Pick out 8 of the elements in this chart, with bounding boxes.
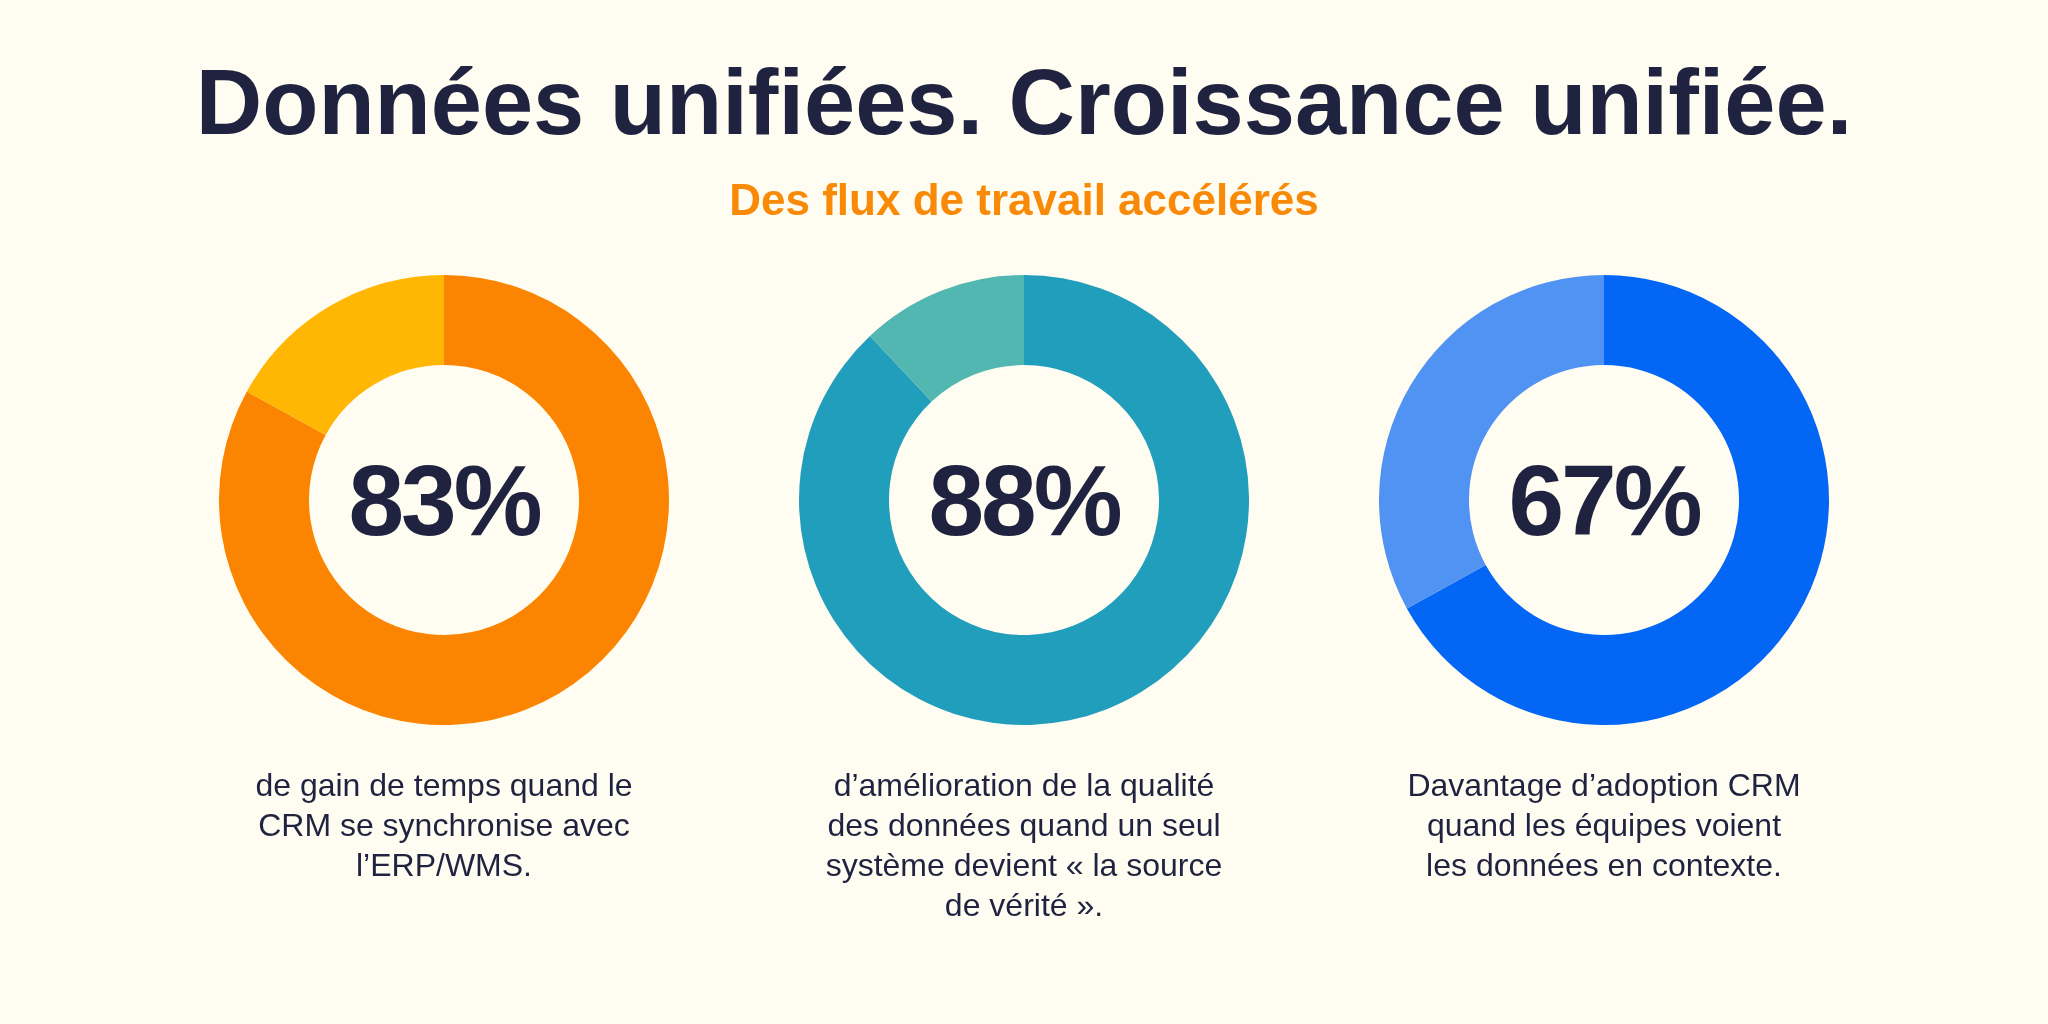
text: Davantage d’adoption CRM quand les équipes voient les données en contexte.	[1406, 766, 1802, 886]
text: de gain de temps quand le CRM se synchronise avec l’ERP/WMS.	[254, 766, 634, 886]
text: Des flux de travail accélérés	[728, 175, 1320, 226]
text: Données unifiées. Croissance unifiée.	[194, 51, 1854, 154]
text: 88%	[799, 275, 1249, 726]
text: 83%	[219, 275, 669, 726]
text: 67%	[1507, 442, 1701, 558]
text: d’amélioration de la qualité des données quand un seul système devient « la source de vérité ».	[824, 766, 1224, 926]
